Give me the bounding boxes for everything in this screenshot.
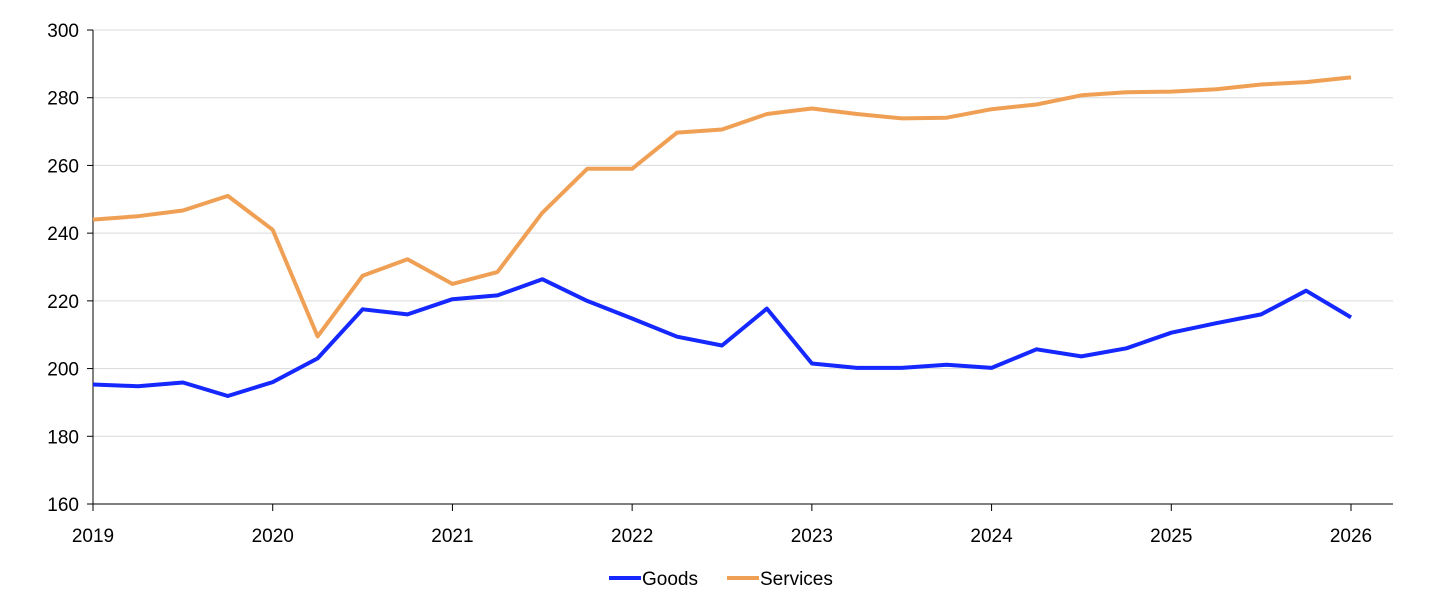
- y-tick-label: 260: [47, 156, 79, 177]
- y-tick-label: 240: [47, 224, 79, 245]
- x-tick-label: 2022: [611, 526, 653, 547]
- x-tick-label: 2024: [970, 526, 1013, 547]
- x-tick-label: 2026: [1330, 526, 1372, 547]
- y-tick-label: 280: [47, 89, 79, 110]
- axes: [92, 30, 1393, 505]
- x-tick-label: 2023: [791, 526, 833, 547]
- series-line-goods: [92, 277, 1353, 398]
- y-axis-ticks: 160 180 200 220 240 260 280 300: [47, 21, 93, 516]
- series-lines: [92, 75, 1353, 398]
- y-tick-label: 200: [47, 360, 79, 381]
- x-tick-label: 2019: [72, 526, 114, 547]
- y-tick-label: 160: [47, 495, 79, 516]
- x-tick-label: 2021: [431, 526, 473, 547]
- x-tick-label: 2025: [1150, 526, 1192, 547]
- x-tick-label: 2020: [252, 526, 294, 547]
- legend-label-services: Services: [760, 569, 833, 590]
- y-tick-label: 220: [47, 292, 79, 313]
- legend-label-goods: Goods: [642, 569, 698, 590]
- y-tick-label: 180: [47, 427, 79, 448]
- y-tick-label: 300: [47, 21, 79, 42]
- series-line-services: [92, 75, 1352, 339]
- gridlines: [93, 29, 1393, 437]
- x-axis-ticks: 2019 2020 2021 2022 2023 2024 2025 2026: [72, 504, 1372, 547]
- legend: Goods Services: [609, 569, 833, 590]
